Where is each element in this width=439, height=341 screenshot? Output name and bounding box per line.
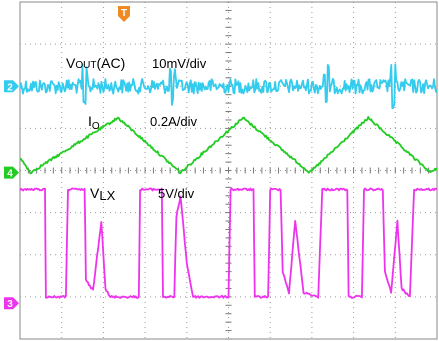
channel-marker-ch4: 4 [4, 166, 19, 180]
channel-label-ch3: VLX 5V/div [90, 185, 195, 203]
channel-marker-ch2: 2 [4, 80, 19, 93]
channel-marker-label-ch2: 2 [7, 82, 13, 93]
channel-marker-ch3: 3 [4, 297, 19, 310]
trace-ch3 [19, 187, 438, 299]
channel-marker-shape-ch3 [4, 297, 19, 310]
channel-scale-ch4: 0.2A/div [150, 114, 197, 129]
traces [19, 63, 438, 299]
channel-name-ch2-suffix: (AC) [96, 55, 125, 71]
trigger-marker-label: T [121, 8, 127, 19]
channel-label-ch4: IO 0.2A/div [88, 113, 197, 132]
channel-scale-ch3: 5V/div [158, 186, 195, 201]
trigger-marker: T [118, 6, 130, 22]
channel-name-ch2-sub: OUT [75, 60, 96, 71]
channel-marker-label-ch4: 4 [7, 169, 13, 180]
channel-name-ch3-main: V [90, 185, 100, 201]
trace-ch2 [19, 63, 438, 110]
channel-name-ch3-sub: LX [99, 188, 115, 203]
trigger-marker-shape [118, 6, 130, 22]
channel-markers: 2 4 3 [4, 80, 19, 310]
channel-marker-shape-ch4 [4, 166, 19, 179]
channel-name-ch3: VLX [90, 185, 116, 203]
channel-label-ch2: VOUT(AC) 10mV/div [66, 55, 207, 71]
channel-name-ch2: VOUT(AC) [66, 55, 125, 71]
channel-name-ch4-sub: O [92, 121, 100, 132]
channel-marker-shape-ch2 [4, 80, 19, 93]
channel-marker-label-ch3: 3 [7, 299, 13, 310]
channel-name-ch4-main: I [88, 113, 92, 129]
channel-scale-ch2: 10mV/div [152, 56, 207, 71]
channel-name-ch2-main: V [66, 55, 76, 71]
trace-ch4 [19, 116, 438, 175]
channel-name-ch4: IO [88, 113, 100, 132]
